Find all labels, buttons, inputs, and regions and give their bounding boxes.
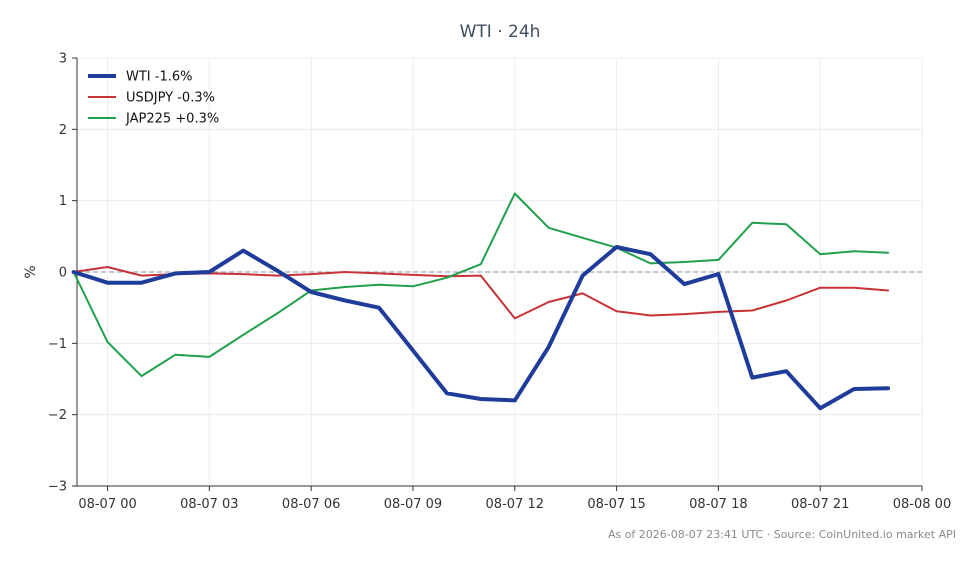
x-tick-label: 08-07 15 — [587, 497, 645, 512]
y-tick-label: 3 — [59, 52, 67, 67]
series-lines — [71, 192, 891, 411]
x-tick-label: 08-08 00 — [893, 497, 951, 512]
chart-title: WTI · 24h — [460, 22, 541, 42]
legend-label: WTI -1.6% — [126, 70, 192, 85]
source-footer: As of 2026-08-07 23:41 UTC · Source: Coi… — [608, 528, 956, 541]
y-tick-label: −1 — [48, 337, 67, 352]
y-tick-label: 1 — [59, 194, 67, 209]
x-tick-label: 08-07 03 — [180, 497, 238, 512]
legend-label: JAP225 +0.3% — [125, 112, 219, 127]
series-line-jap225 — [72, 192, 890, 378]
series-line-wti — [71, 245, 891, 411]
axes: 3 2 1 0 −1 −2 −3 08-07 00 08-07 03 08-07 06 08-07 … — [48, 52, 951, 513]
x-tick-label: 08-07 21 — [791, 497, 849, 512]
x-tick-label: 08-07 06 — [282, 497, 340, 512]
x-tick-label: 08-07 12 — [486, 497, 544, 512]
y-axis-label: % — [23, 265, 39, 278]
y-tick-label: −2 — [48, 408, 67, 423]
legend-label: USDJPY -0.3% — [126, 91, 215, 106]
y-tick-label: 0 — [59, 266, 67, 281]
x-tick-label: 08-07 09 — [384, 497, 442, 512]
y-tick-label: −3 — [48, 480, 67, 495]
x-tick-label: 08-07 00 — [78, 497, 136, 512]
series-line-usdjpy — [72, 266, 890, 320]
x-tick-label: 08-07 18 — [689, 497, 747, 512]
y-tick-label: 2 — [59, 123, 67, 138]
legend: WTI -1.6% USDJPY -0.3% JAP225 +0.3% — [88, 70, 219, 127]
